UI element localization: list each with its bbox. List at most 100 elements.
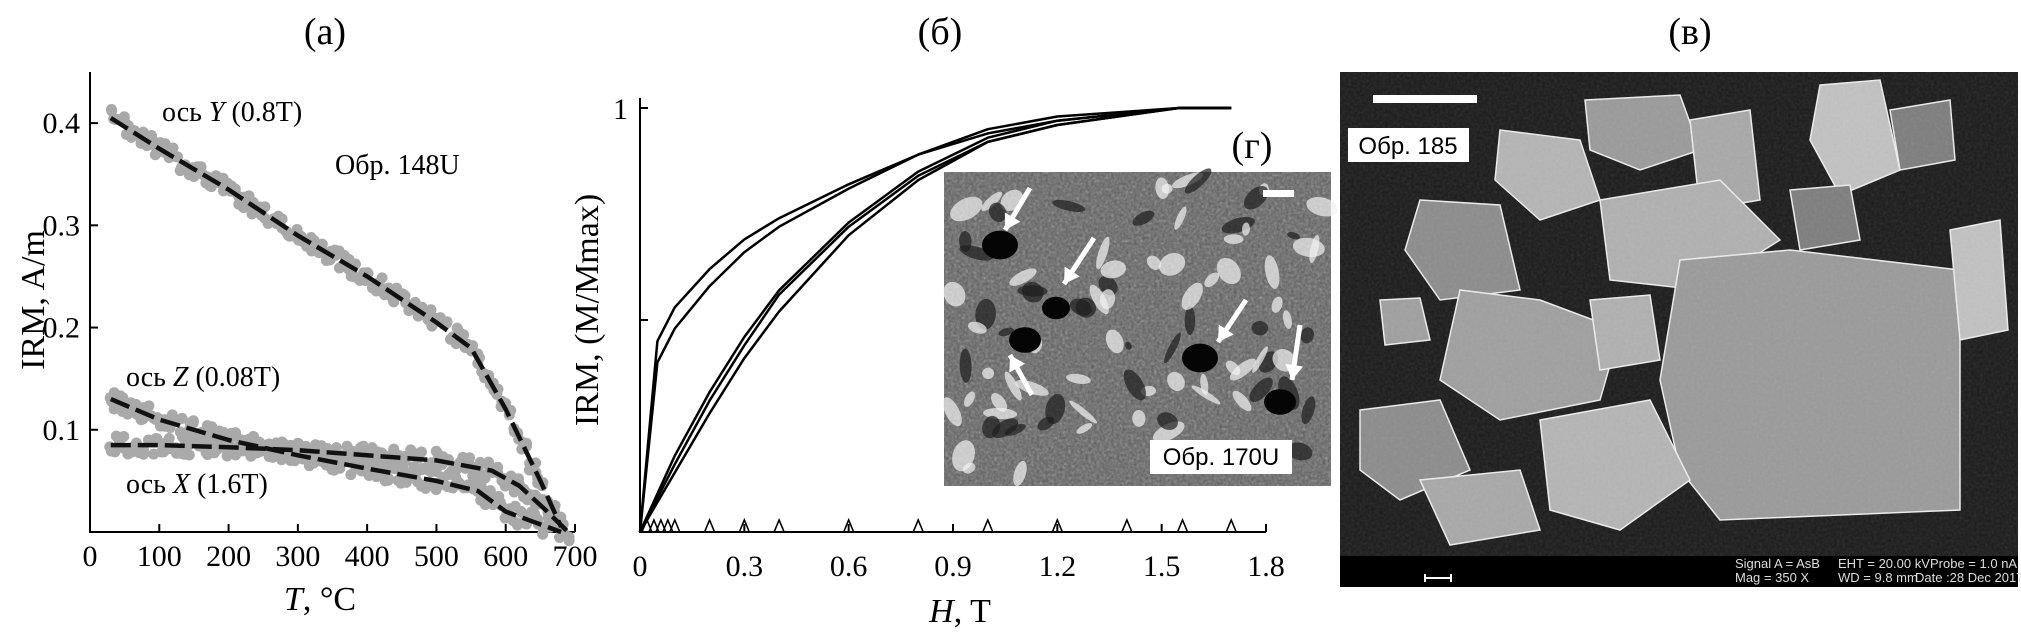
mineral-grain <box>1146 255 1162 270</box>
data-point <box>167 142 179 154</box>
mineral-grain <box>1264 255 1280 289</box>
mineral-grain <box>975 298 996 330</box>
data-point <box>474 456 486 468</box>
field-step-marker <box>912 517 924 533</box>
mineral-grain <box>1164 332 1181 364</box>
fit-curve-0 <box>109 116 564 528</box>
chart-a-ylabel: IRM, A/m <box>15 230 52 370</box>
data-point <box>118 431 130 443</box>
irm-curve-0 <box>638 106 1232 533</box>
mineral-grain <box>1249 377 1273 403</box>
mineral-grain <box>981 191 1003 211</box>
field-step-marker <box>982 517 994 533</box>
opaque-particle <box>1264 389 1296 415</box>
irm-curve-4 <box>638 106 1232 533</box>
mineral-grain <box>1098 275 1118 296</box>
mineral-grain <box>942 397 962 427</box>
field-step-marker <box>1121 517 1133 533</box>
mineral-grain <box>992 418 1019 439</box>
chart-a: 0 100 200 300 400 500 600 700 0.1 0.2 0.3 0.4 ось Y… <box>15 72 598 618</box>
mineral-grain <box>1132 210 1155 226</box>
mineral-grain <box>1200 373 1209 395</box>
mineral-grain <box>967 321 987 334</box>
mineral-grain <box>1100 289 1116 310</box>
chart-b-xtick-label: 0 <box>633 550 648 583</box>
data-point <box>106 104 118 116</box>
sem-footer-signal: Signal A = AsB <box>1735 556 1820 571</box>
sem-footer-org: KFU <box>1360 565 1392 582</box>
chart-a-ytick-label: 0.4 <box>43 107 81 140</box>
mineral-grain <box>1123 369 1147 401</box>
chart-b-xtick-label: 0.9 <box>934 550 972 583</box>
mineral-grain <box>963 391 975 407</box>
data-point <box>408 461 420 473</box>
chart-b-xtick-label: 1.5 <box>1143 550 1181 583</box>
mineral-grain <box>982 367 995 380</box>
micrograph-scale-bar <box>1263 190 1294 197</box>
mineral-grain <box>959 231 972 252</box>
mineral-grain <box>1232 390 1252 412</box>
annotation-y-axis: ось Y (0.8T) <box>162 97 302 128</box>
chart-a-xtick-label: 100 <box>137 540 182 573</box>
data-point <box>118 111 130 123</box>
chart-b-xtick-label: 1.2 <box>1039 550 1077 583</box>
mineral-grain <box>1155 177 1169 200</box>
mineral-grain <box>1167 371 1185 391</box>
mineral-grain <box>1287 442 1313 461</box>
mineral-grain <box>1096 236 1110 270</box>
field-step-marker <box>669 517 681 533</box>
annotation-z-axis: ось Z (0.08T) <box>126 362 280 393</box>
data-point <box>458 329 470 341</box>
pointer-arrow-head <box>1218 324 1234 342</box>
field-step-marker <box>703 517 716 533</box>
panel-v-letter: (в) <box>1668 11 1711 53</box>
mineral-grain <box>1052 199 1086 212</box>
chart-a-xtick-label: 300 <box>275 540 320 573</box>
sem-footer-mag: Mag = 350 X <box>1735 570 1809 585</box>
data-point <box>172 151 184 163</box>
mineral-grain <box>1157 412 1178 430</box>
pointer-arrow-head <box>1009 355 1026 373</box>
data-point <box>187 415 199 427</box>
field-step-marker <box>1225 517 1237 533</box>
data-point <box>382 474 394 486</box>
mineral-grain <box>1287 232 1300 240</box>
mineral-grain <box>1216 257 1241 285</box>
mineral-grain <box>988 202 1007 223</box>
fit-curve-2 <box>110 442 570 534</box>
data-point <box>143 400 155 412</box>
chart-a-ytick-label: 0.1 <box>43 414 81 447</box>
annotation-x-axis: ось X (1.6T) <box>126 469 268 500</box>
mineral-grain <box>1252 346 1268 373</box>
data-point <box>530 457 542 469</box>
mineral-grain <box>1204 272 1220 288</box>
mineral-grain <box>1243 185 1269 210</box>
opaque-particle <box>1009 327 1041 353</box>
data-point <box>512 517 524 529</box>
chart-a-xtick-label: 0 <box>83 540 98 573</box>
chart-b-xtick-label: 0.6 <box>830 550 868 583</box>
chart-b: 0 0.3 0.6 0.9 1.2 1.5 1.8 1 IRM, (M/Mmax) H, T <box>569 93 1285 630</box>
chart-b-ylabel: IRM, (M/Mmax) <box>569 194 606 426</box>
mineral-grain <box>1105 329 1124 354</box>
data-point <box>508 486 520 498</box>
data-point <box>415 446 427 458</box>
mineral-grain <box>1076 423 1093 434</box>
mineral-grain <box>998 327 1014 337</box>
panel-b-letter: (б) <box>918 11 963 53</box>
mineral-grain <box>1013 460 1027 487</box>
mineral-grain <box>952 440 975 472</box>
chart-a-xtick-label: 200 <box>206 540 251 573</box>
mineral-grain <box>959 348 972 383</box>
mineral-grain <box>1124 341 1132 350</box>
sem-scale-bar <box>1373 95 1477 103</box>
mineral-grain <box>1045 393 1066 425</box>
data-point <box>464 452 476 464</box>
field-step-marker <box>842 517 855 533</box>
mineral-grain <box>1225 360 1241 376</box>
mineral-grain <box>1301 396 1316 425</box>
sem-label-box <box>1348 128 1469 162</box>
mineral-grain <box>1271 296 1283 313</box>
mineral-grain <box>1300 327 1314 344</box>
